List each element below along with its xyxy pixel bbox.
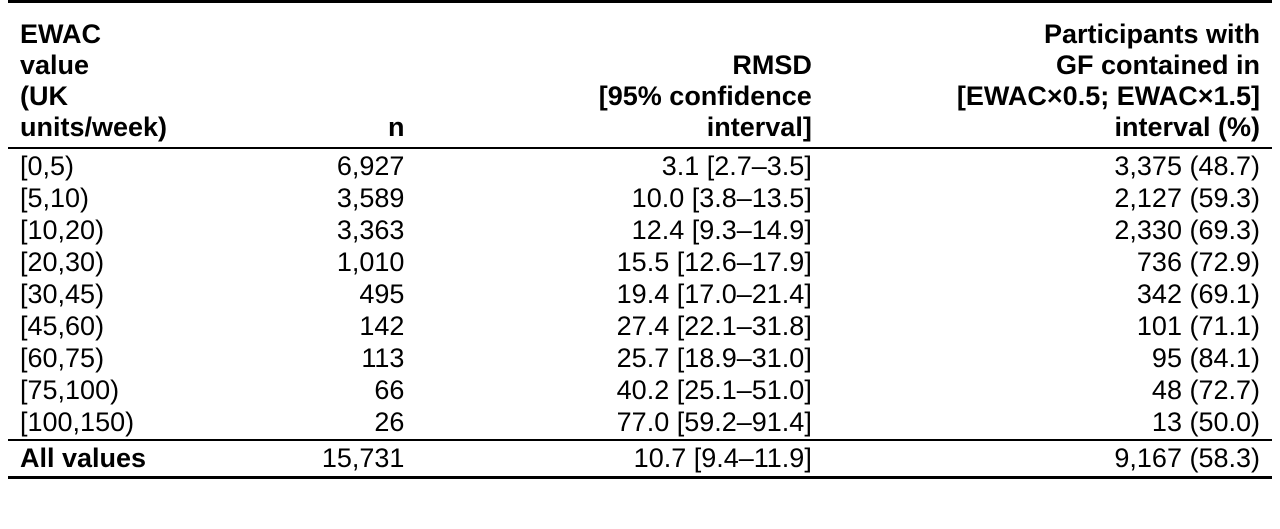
cell-total-rmsd: 10.7 [9.4–11.9] bbox=[416, 438, 824, 479]
cell-rmsd: 12.4 [9.3–14.9] bbox=[631, 215, 812, 245]
cell-rmsd: 15.5 [12.6–17.9] bbox=[616, 247, 812, 277]
cell-range: [60,75) bbox=[20, 343, 105, 373]
table-row: [75,100) 66 40.2 [25.1–51.0] 48 (72.7) bbox=[8, 375, 1272, 407]
header-line: n bbox=[387, 111, 405, 142]
cell-rmsd: 19.4 [17.0–21.4] bbox=[616, 279, 812, 309]
cell-rmsd: 40.2 [25.1–51.0] bbox=[616, 375, 812, 405]
cell-n: 113 bbox=[361, 343, 405, 373]
header-ewac-value: EWAC value (UK units/week) bbox=[8, 0, 183, 149]
header-line: interval (%) bbox=[1114, 111, 1260, 142]
total-row: All values 15,731 10.7 [9.4–11.9] 9,167 … bbox=[8, 438, 1272, 479]
header-line: GF contained in bbox=[1055, 49, 1260, 80]
cell-participants: 48 (72.7) bbox=[1151, 375, 1260, 405]
table-row: [100,150) 26 77.0 [59.2–91.4] 13 (50.0) bbox=[8, 407, 1272, 440]
header-participants: Participants with GF contained in [EWAC×… bbox=[823, 0, 1272, 149]
cell-range: [75,100) bbox=[20, 375, 120, 405]
cell-n: 495 bbox=[359, 279, 405, 309]
results-table: EWAC value (UK units/week) n RMSD [95% c… bbox=[8, 0, 1272, 479]
cell-n: 3,363 bbox=[336, 215, 405, 245]
header-line: RMSD bbox=[732, 49, 812, 80]
header-line: Participants with bbox=[1043, 18, 1260, 49]
cell-range: [5,10) bbox=[20, 183, 90, 213]
cell-range: [45,60) bbox=[20, 311, 105, 341]
cell-participants: 95 (84.1) bbox=[1151, 343, 1260, 373]
table-row: [30,45) 495 19.4 [17.0–21.4] 342 (69.1) bbox=[8, 279, 1272, 311]
table-row: [45,60) 142 27.4 [22.1–31.8] 101 (71.1) bbox=[8, 311, 1272, 343]
cell-participants: 13 (50.0) bbox=[1151, 407, 1260, 437]
cell-rmsd: 10.0 [3.8–13.5] bbox=[631, 183, 812, 213]
cell-rmsd: 3.1 [2.7–3.5] bbox=[661, 151, 812, 181]
cell-n: 142 bbox=[359, 311, 405, 341]
cell-n: 66 bbox=[374, 375, 405, 405]
header-n: n bbox=[182, 0, 417, 149]
cell-range: [20,30) bbox=[20, 247, 105, 277]
table-row: [20,30) 1,010 15.5 [12.6–17.9] 736 (72.9… bbox=[8, 247, 1272, 279]
header-line: [EWAC×0.5; EWAC×1.5] bbox=[956, 80, 1260, 111]
header-row: EWAC value (UK units/week) n RMSD [95% c… bbox=[8, 0, 1272, 149]
cell-n: 3,589 bbox=[336, 183, 405, 213]
header-line: [95% confidence bbox=[598, 80, 812, 111]
cell-participants: 2,330 (69.3) bbox=[1114, 215, 1260, 245]
cell-n: 1,010 bbox=[336, 247, 405, 277]
table-row: [10,20) 3,363 12.4 [9.3–14.9] 2,330 (69.… bbox=[8, 215, 1272, 247]
cell-n: 6,927 bbox=[336, 151, 405, 181]
cell-n: 26 bbox=[374, 407, 405, 437]
header-rmsd: RMSD [95% confidence interval] bbox=[416, 0, 824, 149]
cell-participants: 342 (69.1) bbox=[1136, 279, 1260, 309]
cell-participants: 3,375 (48.7) bbox=[1114, 151, 1260, 181]
cell-range: [100,150) bbox=[20, 407, 135, 437]
cell-participants: 2,127 (59.3) bbox=[1114, 183, 1260, 213]
cell-range: [0,5) bbox=[20, 151, 75, 181]
cell-total-participants: 9,167 (58.3) bbox=[823, 438, 1272, 479]
cell-participants: 736 (72.9) bbox=[1136, 247, 1260, 277]
cell-rmsd: 25.7 [18.9–31.0] bbox=[616, 343, 812, 373]
header-line: EWAC value bbox=[20, 18, 101, 80]
cell-range: [30,45) bbox=[20, 279, 105, 309]
cell-range: [10,20) bbox=[20, 215, 105, 245]
cell-rmsd: 77.0 [59.2–91.4] bbox=[616, 407, 812, 437]
cell-participants: 101 (71.1) bbox=[1136, 311, 1260, 341]
table-row: [60,75) 113 25.7 [18.9–31.0] 95 (84.1) bbox=[8, 343, 1272, 375]
cell-total-n: 15,731 bbox=[182, 438, 417, 479]
table-row: [0,5) 6,927 3.1 [2.7–3.5] 3,375 (48.7) bbox=[8, 148, 1272, 183]
header-line: interval] bbox=[706, 111, 812, 142]
table-row: [5,10) 3,589 10.0 [3.8–13.5] 2,127 (59.3… bbox=[8, 183, 1272, 215]
cell-total-label: All values bbox=[8, 438, 183, 479]
cell-rmsd: 27.4 [22.1–31.8] bbox=[616, 311, 812, 341]
header-line: (UK units/week) bbox=[20, 80, 168, 142]
